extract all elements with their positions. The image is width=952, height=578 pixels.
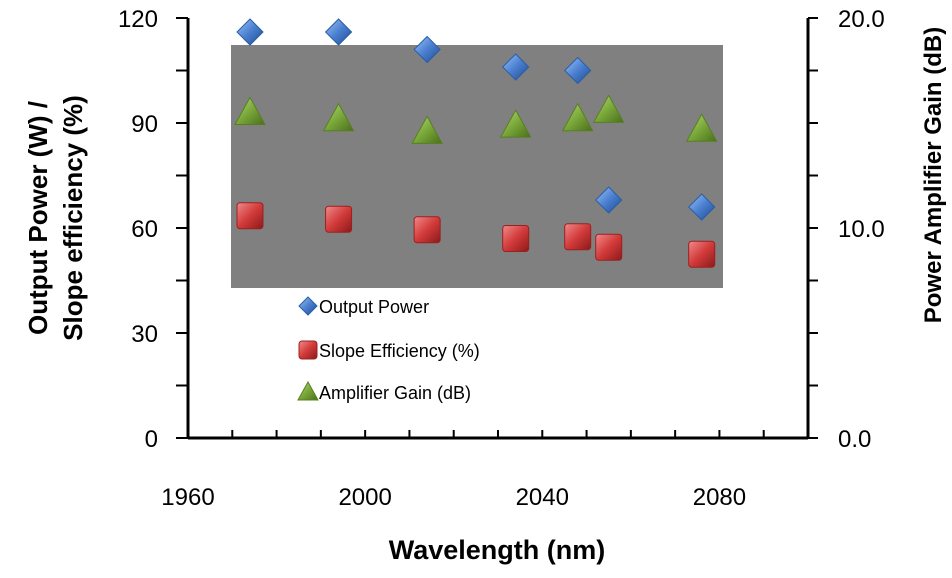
slope-efficiency-point <box>413 216 441 244</box>
output-power-point <box>324 18 353 46</box>
amplifier-gain-point <box>499 109 532 138</box>
x-tick-label: 2040 <box>516 484 569 511</box>
y-left-tick-label: 30 <box>131 321 158 348</box>
slope-efficiency-point <box>325 205 353 233</box>
y-axis-left-label-line2: Slope efficiency (%) <box>58 95 88 341</box>
output-power-point <box>502 53 530 81</box>
output-power-point <box>595 186 623 214</box>
amplifier-gain-point <box>322 102 355 132</box>
y-left-tick-label: 0 <box>145 426 158 453</box>
y-axis-right-label: Power Amplifier Gain (dB) <box>920 27 947 323</box>
x-tick-label: 2080 <box>693 484 746 511</box>
slope-efficiency-point <box>236 202 264 230</box>
y-axis-left-label-line1: Output Power (W) / <box>23 101 53 335</box>
legend-output-power-label: Output Power <box>319 297 429 317</box>
amplifier-gain-point <box>234 96 266 125</box>
legend-amplifier-gain-marker <box>297 380 319 401</box>
x-tick-label: 2000 <box>338 484 391 511</box>
slope-efficiency-point <box>564 223 592 251</box>
y-left-tick-label: 90 <box>131 111 158 138</box>
x-tick-label: 1960 <box>161 484 214 511</box>
y-right-tick-label: 10.0 <box>838 216 885 243</box>
output-power-point <box>564 56 592 85</box>
output-power-point <box>688 193 716 221</box>
slope-efficiency-point <box>502 225 530 252</box>
slope-efficiency-point <box>595 233 623 261</box>
y-left-tick-label: 120 <box>118 6 158 33</box>
amplifier-gain-point <box>561 102 594 132</box>
legend-amplifier-gain-label: Amplifier Gain (dB) <box>319 383 471 403</box>
y-right-tick-label: 0.0 <box>838 426 871 453</box>
y-right-tick-label: 20.0 <box>838 6 885 33</box>
amplifier-gain-point <box>592 94 625 123</box>
amplifier-gain-point <box>685 113 718 142</box>
y-left-tick-label: 60 <box>131 216 158 243</box>
legend-slope-efficiency-label: Slope Efficiency (%) <box>319 341 480 361</box>
output-power-point <box>236 18 264 46</box>
legend-slope-efficiency-marker <box>298 340 318 360</box>
slope-efficiency-point <box>688 240 716 268</box>
x-axis-label: Wavelength (nm) <box>389 535 606 565</box>
plot-area-background <box>231 45 723 288</box>
legend-output-power-marker <box>298 296 318 316</box>
amplifier-gain-point <box>411 115 443 144</box>
output-power-point <box>413 35 441 64</box>
